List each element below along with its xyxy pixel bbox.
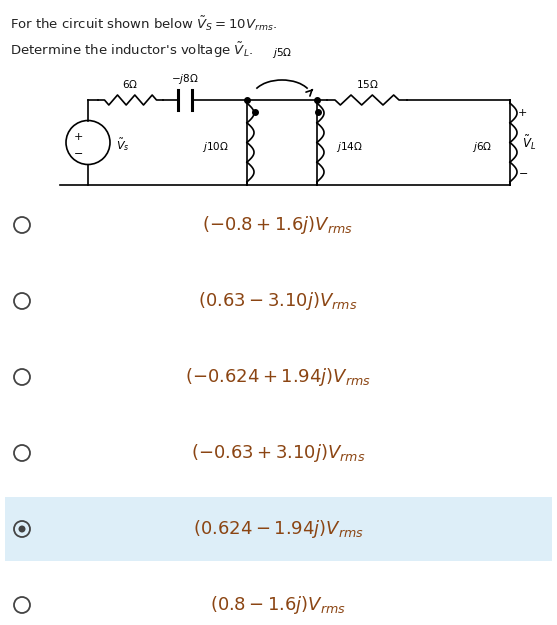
Text: $\tilde{V}_s$: $\tilde{V}_s$ [116, 136, 130, 153]
Text: $j14\Omega$: $j14\Omega$ [336, 141, 363, 154]
Text: $-$: $-$ [73, 146, 83, 156]
Text: $6\Omega$: $6\Omega$ [122, 78, 138, 90]
Text: $(-0.8 + 1.6j)V_{rms}$: $(-0.8 + 1.6j)V_{rms}$ [203, 214, 354, 236]
Text: $j5\Omega$: $j5\Omega$ [272, 46, 292, 60]
Text: $-j8\Omega$: $-j8\Omega$ [171, 72, 199, 86]
Text: $(-0.63 + 3.10j)V_{rms}$: $(-0.63 + 3.10j)V_{rms}$ [190, 442, 365, 464]
Text: $j10\Omega$: $j10\Omega$ [202, 141, 228, 154]
Text: $-$: $-$ [518, 167, 528, 177]
Text: $(0.8 - 1.6j)V_{rms}$: $(0.8 - 1.6j)V_{rms}$ [210, 594, 346, 616]
Text: $(-0.624 + 1.94j)V_{rms}$: $(-0.624 + 1.94j)V_{rms}$ [185, 366, 371, 388]
Text: $(0.63 - 3.10j)V_{rms}$: $(0.63 - 3.10j)V_{rms}$ [198, 290, 358, 312]
FancyBboxPatch shape [5, 497, 552, 561]
Text: For the circuit shown below $\tilde{V}_S = 10V_{rms}$.: For the circuit shown below $\tilde{V}_S… [10, 14, 277, 32]
Text: +: + [74, 132, 82, 142]
Text: $(0.624 - 1.94j)V_{rms}$: $(0.624 - 1.94j)V_{rms}$ [193, 518, 363, 540]
Text: +: + [518, 108, 527, 118]
Text: $15\Omega$: $15\Omega$ [356, 78, 378, 90]
Text: $\tilde{V}_L$: $\tilde{V}_L$ [522, 133, 536, 152]
Circle shape [18, 526, 26, 532]
Text: $j6\Omega$: $j6\Omega$ [472, 141, 492, 154]
Text: Determine the inductor's voltage $\tilde{V}_L$.: Determine the inductor's voltage $\tilde… [10, 40, 253, 59]
